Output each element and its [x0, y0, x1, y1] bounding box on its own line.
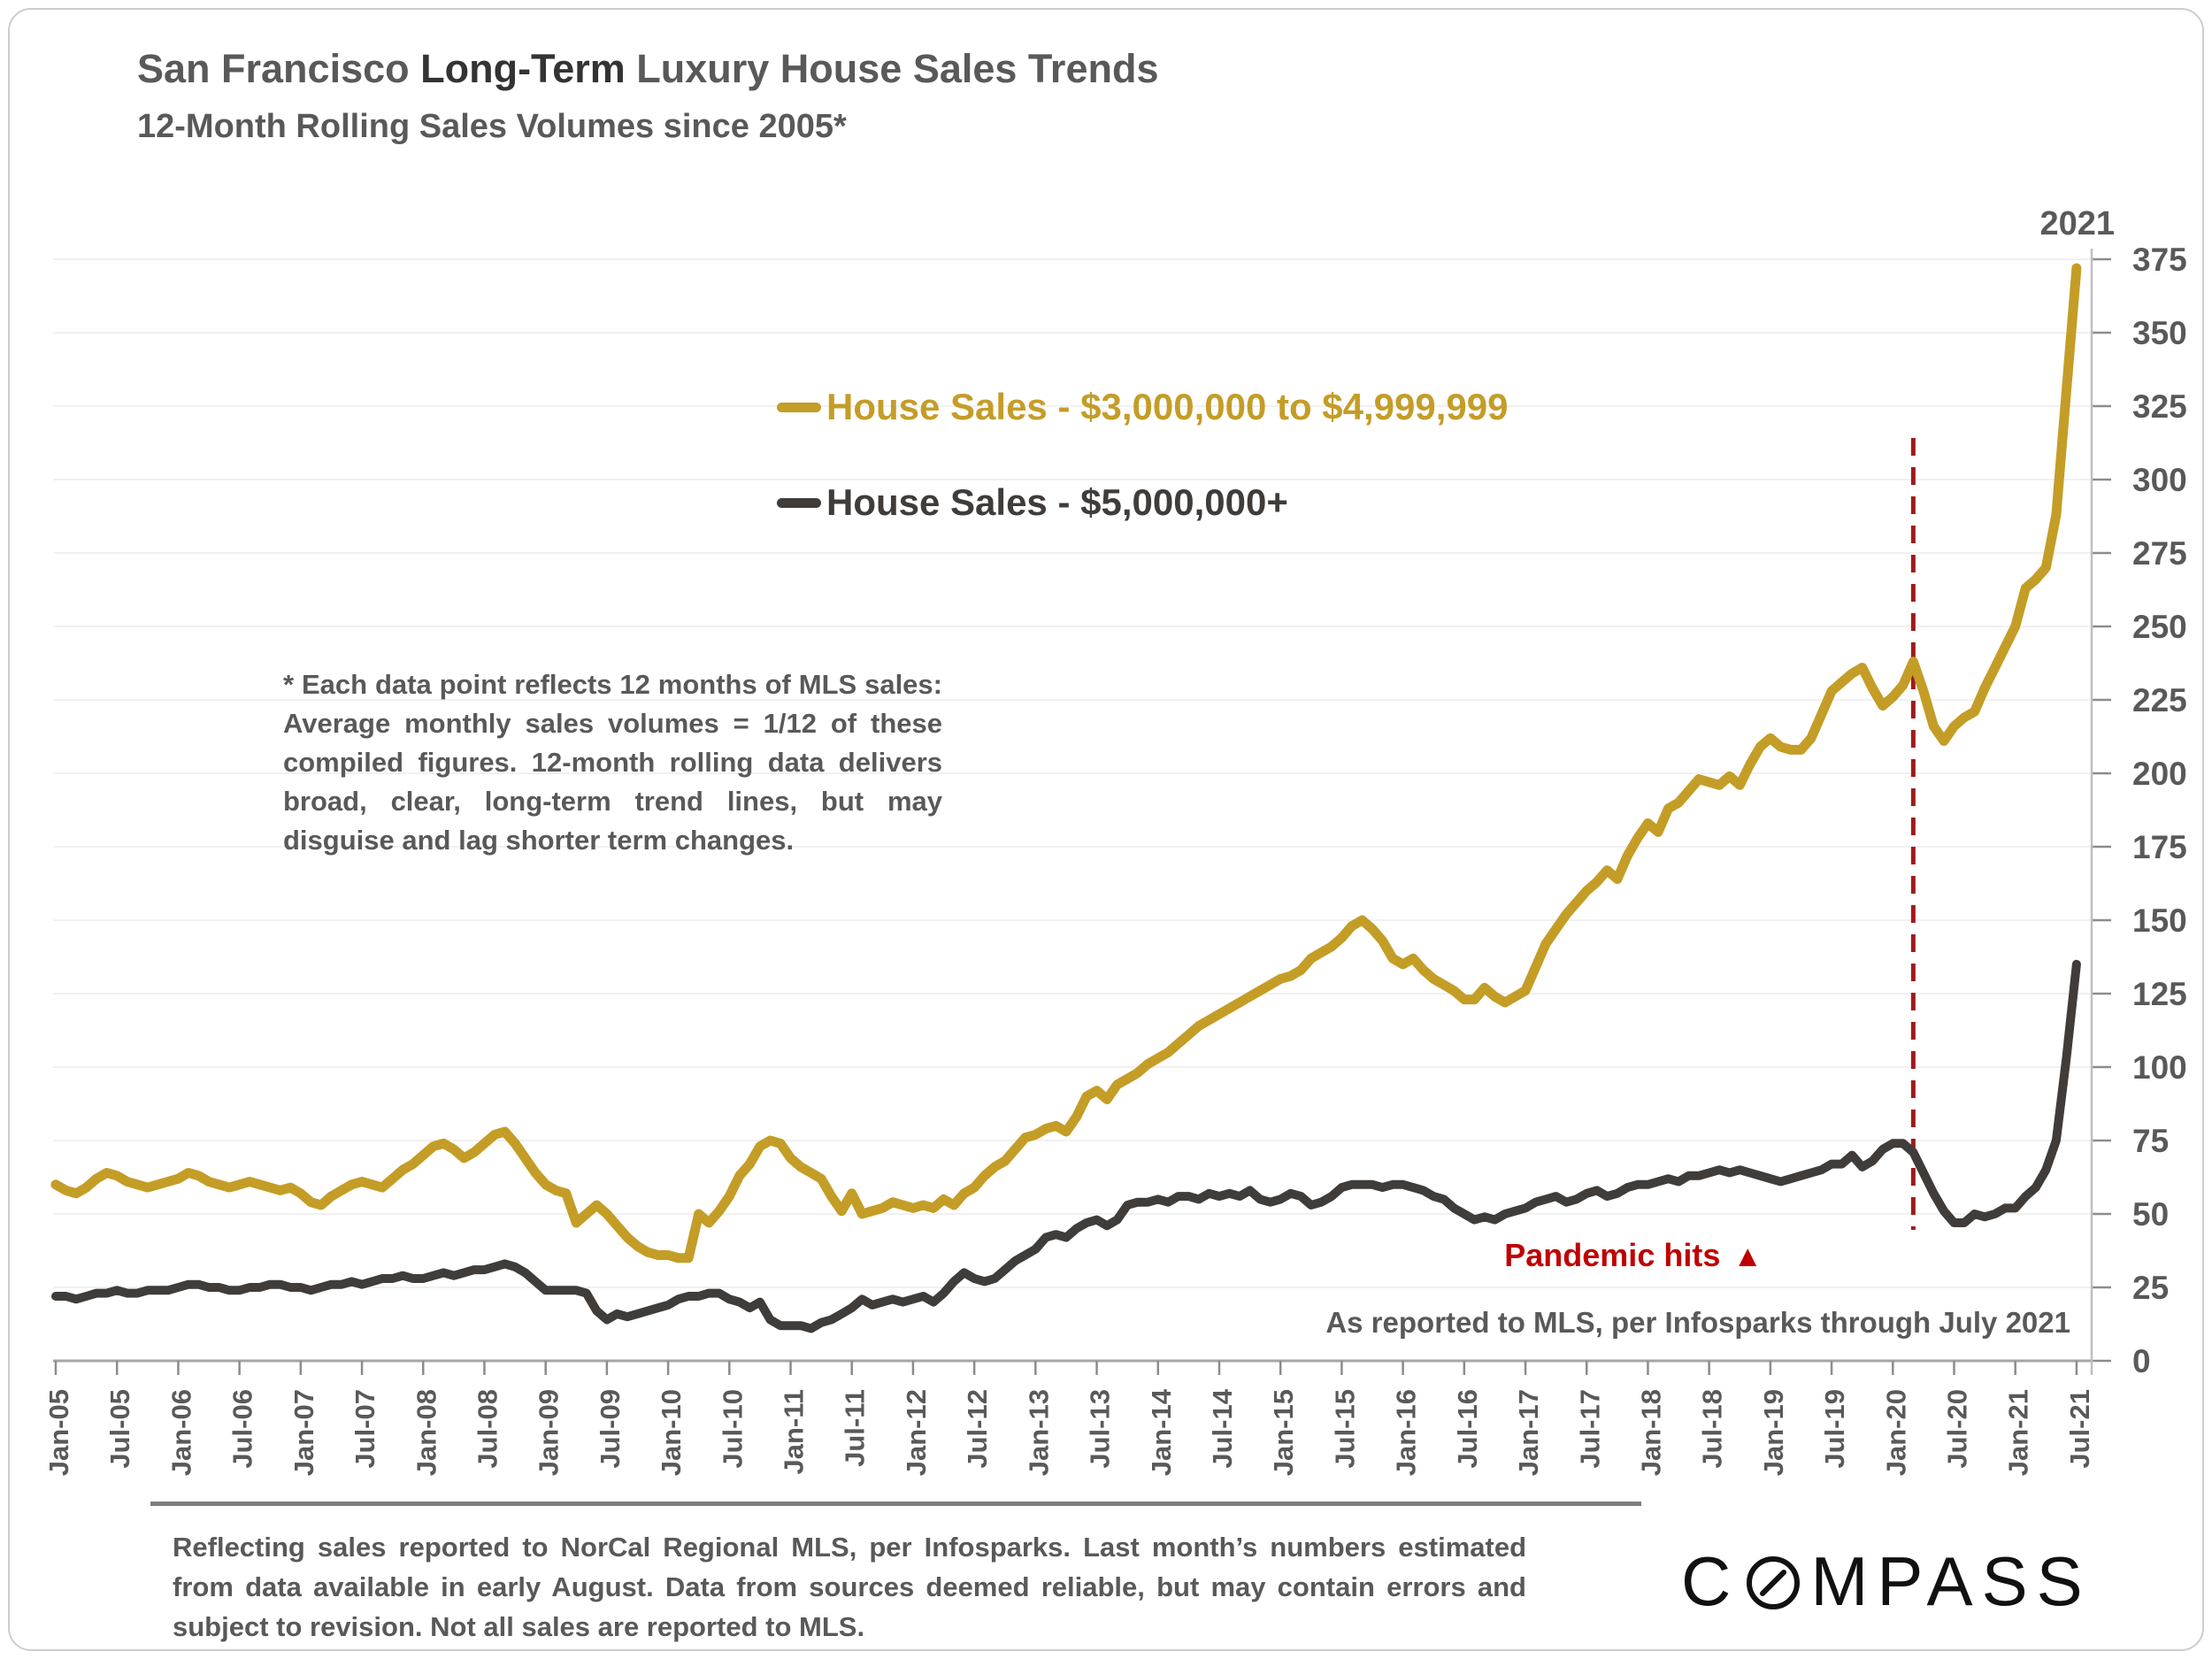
- svg-text:375: 375: [2132, 242, 2187, 278]
- svg-text:Jul-21: Jul-21: [2064, 1389, 2095, 1469]
- chart-card: [8, 8, 2204, 1651]
- logo-letter-c: C: [1681, 1542, 1740, 1620]
- svg-text:Jan-05: Jan-05: [43, 1389, 74, 1476]
- svg-text:Jan-07: Jan-07: [288, 1389, 319, 1476]
- svg-text:Jul-15: Jul-15: [1329, 1389, 1360, 1469]
- svg-text:275: 275: [2132, 535, 2187, 572]
- page-title: San Francisco Long-Term Luxury House Sal…: [137, 46, 1158, 92]
- svg-text:Jul-08: Jul-08: [472, 1389, 503, 1469]
- year-label: 2021: [2039, 205, 2115, 242]
- svg-text:Jul-20: Jul-20: [1942, 1389, 1973, 1469]
- svg-text:Jul-09: Jul-09: [595, 1389, 626, 1469]
- pandemic-annotation: Pandemic hits ▲: [1504, 1237, 1763, 1274]
- svg-text:Jan-06: Jan-06: [165, 1389, 196, 1476]
- svg-text:Jan-08: Jan-08: [411, 1389, 442, 1476]
- svg-text:175: 175: [2132, 829, 2187, 865]
- svg-text:Jan-18: Jan-18: [1635, 1389, 1666, 1476]
- legend-item-3m-5m: House Sales - $3,000,000 to $4,999,999: [777, 386, 1509, 428]
- svg-text:Jul-06: Jul-06: [227, 1389, 258, 1469]
- compass-logo: C MPASS: [1681, 1547, 2092, 1616]
- legend-label-gold: House Sales - $3,000,000 to $4,999,999: [826, 386, 1509, 427]
- svg-text:Jan-13: Jan-13: [1023, 1389, 1054, 1476]
- svg-text:75: 75: [2132, 1123, 2169, 1159]
- chart-subtitle: 12-Month Rolling Sales Volumes since 200…: [137, 108, 847, 145]
- svg-text:Jul-13: Jul-13: [1085, 1389, 1116, 1469]
- svg-text:0: 0: [2132, 1343, 2151, 1379]
- svg-text:100: 100: [2132, 1049, 2187, 1086]
- footer-disclaimer: Reflecting sales reported to NorCal Regi…: [173, 1532, 1526, 1642]
- legend-swatch-gold: [777, 402, 821, 412]
- svg-text:Jan-19: Jan-19: [1758, 1389, 1789, 1476]
- svg-text:Jul-16: Jul-16: [1452, 1389, 1483, 1469]
- svg-text:Jan-10: Jan-10: [656, 1389, 687, 1476]
- svg-text:Jan-12: Jan-12: [901, 1389, 932, 1476]
- pandemic-triangle-icon: ▲: [1732, 1240, 1763, 1273]
- svg-text:Jul-11: Jul-11: [840, 1389, 871, 1467]
- svg-text:300: 300: [2132, 462, 2187, 498]
- svg-text:Jan-15: Jan-15: [1268, 1389, 1299, 1476]
- svg-text:25: 25: [2132, 1270, 2169, 1306]
- legend-label-dark: House Sales - $5,000,000+: [826, 481, 1288, 523]
- svg-text:Jul-17: Jul-17: [1574, 1389, 1605, 1469]
- svg-text:125: 125: [2132, 976, 2187, 1012]
- compass-needle-icon: [1747, 1556, 1801, 1609]
- svg-text:Jan-11: Jan-11: [779, 1389, 810, 1475]
- title-suffix: Luxury House Sales Trends: [625, 46, 1159, 91]
- logo-letters-mpass: MPASS: [1810, 1542, 2092, 1620]
- svg-text:250: 250: [2132, 609, 2187, 645]
- title-prefix: San Francisco: [137, 46, 421, 91]
- svg-text:Jan-21: Jan-21: [2003, 1389, 2034, 1476]
- legend-item-5m-plus: House Sales - $5,000,000+: [777, 481, 1288, 524]
- svg-text:325: 325: [2132, 388, 2187, 425]
- svg-text:Jan-16: Jan-16: [1391, 1389, 1422, 1476]
- source-note: As reported to MLS, per Infosparks throu…: [1325, 1306, 2070, 1339]
- svg-text:Jul-18: Jul-18: [1697, 1389, 1728, 1469]
- methodology-note: * Each data point reflects 12 months of …: [283, 669, 942, 856]
- pandemic-label: Pandemic hits: [1504, 1237, 1721, 1273]
- svg-text:Jul-07: Jul-07: [349, 1389, 380, 1469]
- svg-text:225: 225: [2132, 682, 2187, 718]
- svg-text:Jul-14: Jul-14: [1207, 1388, 1238, 1468]
- svg-text:200: 200: [2132, 756, 2187, 792]
- svg-text:Jan-20: Jan-20: [1880, 1389, 1911, 1476]
- svg-text:50: 50: [2132, 1196, 2169, 1233]
- legend-swatch-dark: [777, 497, 821, 508]
- svg-text:Jan-17: Jan-17: [1513, 1389, 1544, 1476]
- svg-text:Jul-12: Jul-12: [962, 1389, 993, 1469]
- footer-divider: [150, 1502, 1641, 1506]
- svg-text:350: 350: [2132, 315, 2187, 351]
- title-emphasis: Long-Term: [420, 46, 626, 91]
- svg-text:Jan-09: Jan-09: [534, 1389, 565, 1476]
- svg-text:Jul-05: Jul-05: [104, 1389, 135, 1469]
- svg-text:Jul-10: Jul-10: [717, 1389, 748, 1469]
- svg-text:Jan-14: Jan-14: [1146, 1388, 1177, 1476]
- svg-text:Jul-19: Jul-19: [1819, 1389, 1850, 1469]
- svg-text:150: 150: [2132, 902, 2187, 939]
